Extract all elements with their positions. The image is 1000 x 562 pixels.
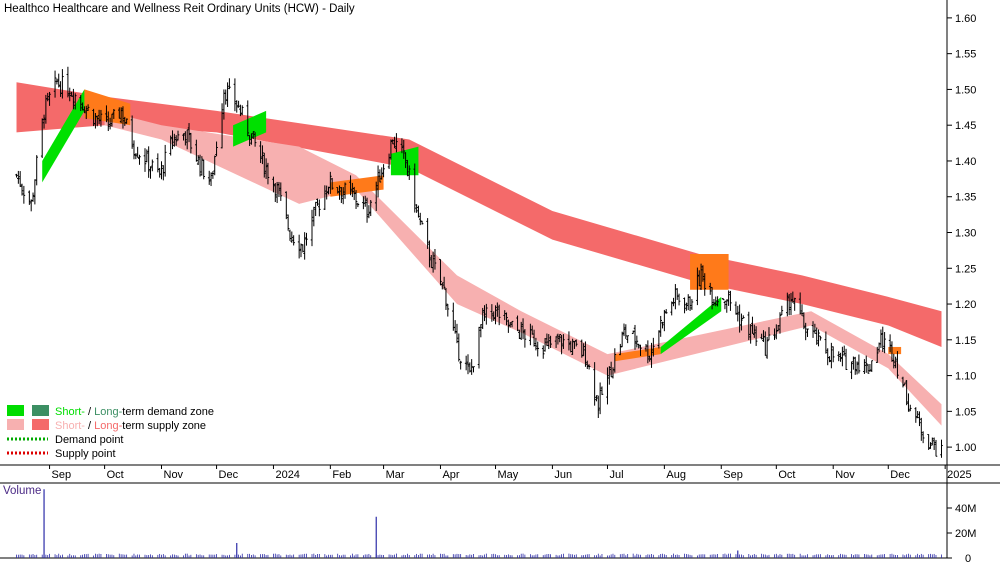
x-tick-label: Feb bbox=[332, 469, 351, 481]
x-tick-label: Jun bbox=[554, 469, 572, 481]
legend-long-text: Long- bbox=[94, 406, 122, 418]
y-tick-label: 1.30 bbox=[955, 228, 976, 240]
y-tick-label: 1.35 bbox=[955, 192, 976, 204]
volume-tick-label: 0 bbox=[965, 553, 971, 562]
legend-sep-text: / bbox=[85, 406, 94, 418]
x-tick-label: Sep bbox=[52, 469, 72, 481]
x-tick-label: Aug bbox=[666, 469, 686, 481]
overlap-band bbox=[614, 346, 661, 362]
y-tick-label: 1.05 bbox=[955, 406, 976, 418]
volume-title: Volume bbox=[3, 485, 41, 497]
short-term-demand-band bbox=[42, 89, 85, 183]
legend-sep-text: / bbox=[85, 420, 94, 432]
short-term-supply-band bbox=[104, 110, 942, 426]
legend-long-text: Long- bbox=[94, 420, 122, 432]
legend-label: Short- / Long-term demand zone bbox=[55, 406, 214, 418]
legend-label: Demand point bbox=[55, 434, 124, 446]
x-tick-label: Oct bbox=[778, 469, 795, 481]
overlap-band bbox=[690, 253, 729, 290]
x-tick-label: Sep bbox=[723, 469, 743, 481]
x-tick-label: Mar bbox=[386, 469, 405, 481]
x-tick-label: Nov bbox=[835, 469, 855, 481]
x-tick-label: 2024 bbox=[275, 469, 299, 481]
volume-panel: 40M 20M 0 bbox=[16, 489, 976, 562]
x-tick-label: 2025 bbox=[947, 469, 971, 481]
y-tick-label: 1.00 bbox=[955, 442, 976, 454]
x-tick-label: Apr bbox=[442, 469, 459, 481]
x-tick-label: Jul bbox=[609, 469, 623, 481]
legend-swatch-long-demand bbox=[32, 405, 49, 416]
y-tick-label: 1.55 bbox=[955, 49, 976, 61]
y-tick-label: 1.20 bbox=[955, 299, 976, 311]
legend-swatch-short-demand bbox=[7, 405, 24, 416]
y-tick-label: 1.10 bbox=[955, 371, 976, 383]
legend-term-text: term demand zone bbox=[122, 406, 214, 418]
legend-term-text: term supply zone bbox=[122, 420, 206, 432]
x-tick-label: Dec bbox=[219, 469, 239, 481]
legend-swatch-short-supply bbox=[7, 419, 24, 430]
y-tick-label: 1.60 bbox=[955, 13, 976, 25]
short-term-demand-band bbox=[660, 296, 722, 355]
x-tick-label: Nov bbox=[164, 469, 184, 481]
x-tick-label: Oct bbox=[107, 469, 124, 481]
volume-tick-label: 40M bbox=[955, 503, 976, 515]
candlesticks bbox=[15, 66, 943, 458]
volume-tick-label: 20M bbox=[955, 528, 976, 540]
y-tick-label: 1.40 bbox=[955, 156, 976, 168]
short-term-demand-band bbox=[390, 146, 419, 176]
y-tick-label: 1.50 bbox=[955, 84, 976, 96]
legend-short-text: Short- bbox=[55, 406, 85, 418]
legend-label: Short- / Long-term supply zone bbox=[55, 420, 206, 432]
chart-title: Healthco Healthcare and Wellness Reit Or… bbox=[4, 3, 355, 15]
y-tick-label: 1.15 bbox=[955, 335, 976, 347]
y-tick-label: 1.45 bbox=[955, 120, 976, 132]
legend-short-text: Short- bbox=[55, 420, 85, 432]
x-tick-label: Dec bbox=[890, 469, 910, 481]
legend-swatch-long-supply bbox=[32, 419, 49, 430]
zone-bands bbox=[16, 82, 942, 426]
y-tick-label: 1.25 bbox=[955, 263, 976, 275]
x-tick-label: May bbox=[498, 469, 519, 481]
short-term-demand-band bbox=[233, 110, 267, 147]
legend-label: Supply point bbox=[55, 448, 116, 460]
